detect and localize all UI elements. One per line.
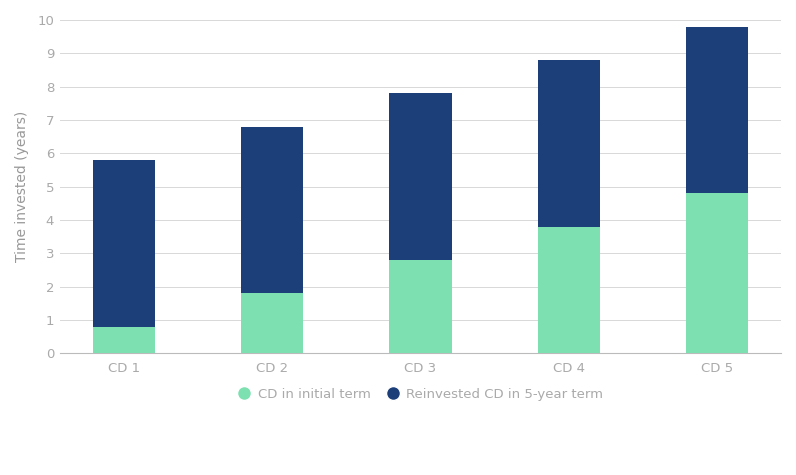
Legend: CD in initial term, Reinvested CD in 5-year term: CD in initial term, Reinvested CD in 5-y… [232,383,608,407]
Bar [389,260,451,353]
Bar [92,160,155,327]
Bar [537,227,600,353]
Bar [389,93,451,260]
Y-axis label: Time invested (years): Time invested (years) [15,111,29,262]
Bar [537,60,600,227]
Bar [686,193,748,353]
Bar [92,327,155,353]
Bar [241,293,303,353]
Bar [686,27,748,193]
Bar [241,127,303,293]
